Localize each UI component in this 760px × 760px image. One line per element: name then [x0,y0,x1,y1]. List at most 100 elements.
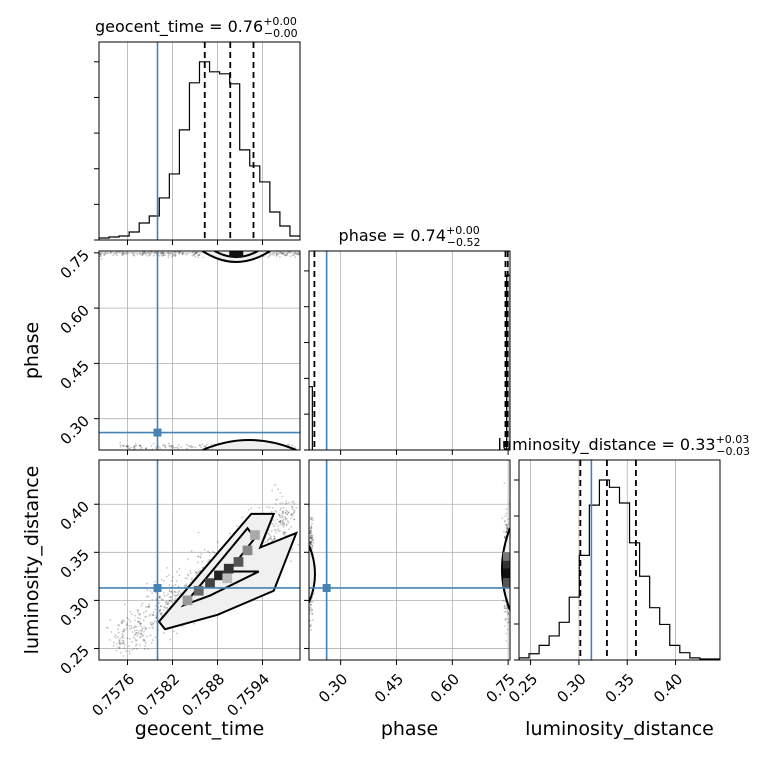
sample-point [146,635,148,638]
sample-point [174,583,177,586]
sample-point [204,446,206,449]
sample-point [201,443,204,446]
sample-point [167,252,169,255]
sample-point [301,511,303,513]
sample-point [175,580,178,583]
sample-point [505,512,508,515]
sample-point [167,603,169,606]
sample-point [154,636,157,639]
sample-point [273,525,276,528]
sample-point [168,573,170,576]
sample-point [504,607,507,610]
sample-point [135,625,138,628]
sample-point [258,506,260,509]
sample-point [141,446,143,449]
sample-point [285,517,288,520]
sample-point [268,533,271,536]
sample-point [172,446,175,449]
sample-point [144,641,147,644]
sample-point [176,570,178,573]
sample-point [286,513,289,516]
sample-point [139,445,141,447]
sample-point [236,525,238,527]
sample-point [122,630,125,633]
sample-point [168,589,171,591]
sample-point [132,626,135,629]
sample-point [293,509,296,512]
sample-point [109,638,111,641]
sample-point [183,585,186,587]
sample-point [505,524,508,527]
sample-point [143,640,146,642]
sample-point [152,623,155,626]
sample-point [154,608,157,611]
sample-point [292,500,295,503]
sample-point [197,254,200,256]
sample-point [310,540,313,543]
sample-point [311,609,314,612]
sample-point [120,642,123,645]
sample-point [504,536,506,538]
sample-point [193,253,196,256]
sample-point [309,542,311,545]
sample-point [207,550,209,553]
sample-point [119,651,122,654]
sample-point [295,252,298,255]
sample-point [182,252,185,254]
sample-point [154,591,157,594]
sample-point [282,531,285,534]
sample-point [196,561,199,564]
sample-point [505,526,508,529]
sample-point [311,547,313,550]
sample-point [128,618,130,621]
sample-point [504,625,507,627]
sample-point [142,634,145,637]
sample-point [118,251,121,254]
sample-point [140,604,143,607]
sample-point [310,601,313,603]
sample-point [179,251,182,253]
sample-point [120,622,123,625]
sample-point [167,256,170,259]
sample-point [99,253,102,256]
sample-point [125,650,128,653]
sample-point [131,640,133,643]
sample-point [197,254,200,257]
sample-point [170,444,173,447]
sample-point [152,622,154,624]
sample-point [284,254,287,257]
sample-point [123,647,126,649]
sample-point [310,536,313,539]
sample-point [112,644,115,647]
sample-point [286,254,289,257]
sample-point [168,445,171,448]
sample-point [168,599,171,602]
sample-point [309,541,312,544]
sample-point [311,619,314,622]
grid [99,251,300,450]
sample-point [165,601,168,603]
sample-point [117,646,120,649]
sample-point [159,605,162,608]
sample-point [148,251,151,254]
contour-line [201,251,271,263]
sample-point [182,252,184,254]
sample-point [506,609,509,612]
sample-point [160,613,162,616]
sample-point [124,629,127,632]
sample-point [128,645,130,647]
sample-point [115,642,118,645]
sample-point [139,632,142,635]
sample-point [310,527,313,530]
sample-point [282,531,285,534]
sample-point [191,578,193,581]
sample-point [151,598,154,601]
sample-point [115,636,117,639]
sample-point [145,595,148,598]
sample-point [310,526,313,529]
sample-point [194,251,197,254]
sample-point [287,528,290,531]
y-tick-label: 0.75 [57,246,93,282]
sample-point [139,635,141,638]
